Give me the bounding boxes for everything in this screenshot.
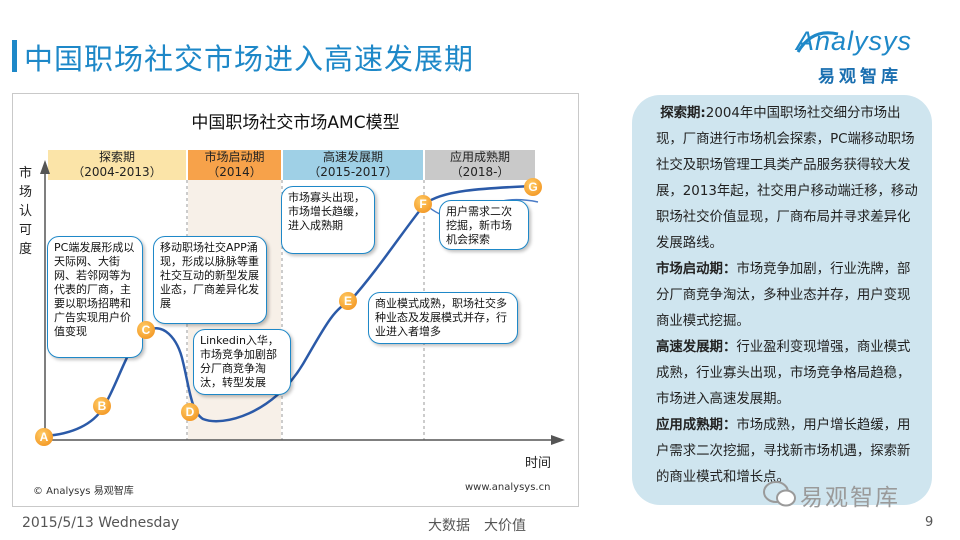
- wechat-watermark: 易观智库: [760, 476, 935, 512]
- footer-date: 2015/5/13 Wednesday: [22, 515, 180, 531]
- marker-b: B: [93, 397, 111, 415]
- y-axis-arrow-icon: [40, 160, 50, 174]
- phase-band-mature: [425, 150, 535, 180]
- wechat-account-name: 易观智库: [800, 485, 900, 511]
- section-label: 高速发展期：: [656, 340, 737, 355]
- x-axis-label: 时间: [525, 456, 552, 471]
- footer-slogan: 大数据 大价值: [428, 518, 526, 534]
- phase-name: 高速发展期: [322, 150, 383, 164]
- page-title: 中国职场社交市场进入高速发展期: [24, 42, 475, 76]
- marker-c: C: [137, 321, 155, 339]
- wechat-icon: [763, 481, 796, 507]
- amc-curve: [44, 184, 534, 438]
- marker-f: F: [414, 195, 432, 213]
- analysys-logo: Analysys 易观智库: [792, 26, 932, 87]
- logo-chinese-name: 易观智库: [818, 67, 902, 87]
- section-label: 市场启动期：: [656, 262, 737, 277]
- website-note: www.analysys.cn: [465, 482, 551, 493]
- phase-description-text: 探索期:2004年中国职场社交细分市场出现，厂商进行市场机会探索，PC端移动职场…: [656, 101, 918, 491]
- callout-explore: PC端发展形成以天际网、大街网、若邻网等为代表的厂商，主要以职场招聘和广告实现用…: [47, 236, 143, 358]
- logo-swoosh-icon: [796, 31, 839, 53]
- section-explore: 探索期:2004年中国职场社交细分市场出现，厂商进行市场机会探索，PC端移动职场…: [656, 101, 918, 257]
- callout-launch: 移动职场社交APP涌现，形成以脉脉等重社交互动的新型发展业态，厂商差异化发展: [153, 236, 267, 324]
- page-number: 9: [925, 515, 934, 530]
- marker-e: E: [339, 292, 357, 310]
- section-launch: 市场启动期：市场竞争加剧，行业洗牌，部分厂商竞争淘汰，多种业态并存，用户变现商业…: [656, 257, 918, 335]
- marker-a: A: [35, 428, 53, 446]
- callout-mature: 用户需求二次挖掘，新市场机会探索: [439, 200, 529, 250]
- phase-band-growth: [283, 150, 423, 180]
- phase-years: （2014）: [207, 165, 262, 179]
- callout-linkedin: Linkedin入华，市场竞争加剧部分厂商竞争淘汰，转型发展: [193, 329, 291, 395]
- x-axis-arrow-icon: [551, 435, 565, 445]
- marker-g: G: [524, 178, 542, 196]
- diagram-title: 中国职场社交市场AMC模型: [191, 113, 400, 133]
- phase-name: 应用成熟期: [449, 150, 510, 164]
- phase-label-growth: 高速发展期 （2015-2017）: [283, 150, 423, 180]
- section-text: 市场竞争加剧，行业洗牌，部分厂商竞争淘汰，多种业态并存，用户变现商业模式挖掘。: [656, 262, 911, 329]
- phase-label-explore: 探索期 （2004-2013）: [48, 150, 186, 180]
- section-text: 行业盈利变现增强，商业模式成熟，行业寡头出现，市场竞争格局趋稳，市场进入高速发展…: [656, 340, 911, 407]
- marker-d: D: [181, 403, 199, 421]
- section-text: 2004年中国职场社交细分市场出现，厂商进行市场机会探索，PC端移动职场社交及职…: [656, 106, 918, 251]
- section-growth: 高速发展期：行业盈利变现增强，商业模式成熟，行业寡头出现，市场竞争格局趋稳，市场…: [656, 335, 918, 413]
- phase-band-explore: [48, 150, 186, 180]
- phase-years: （2004-2013）: [72, 165, 162, 179]
- phase-label-launch: 市场启动期 （2014）: [188, 150, 281, 180]
- phase-description-panel: [632, 95, 932, 505]
- phase-years: （2018-）: [450, 165, 510, 179]
- phase-band-launch: [188, 150, 281, 180]
- section-label: 探索期:: [660, 106, 706, 121]
- section-text: 市场成熟，用户增长趋缓，用户需求二次挖掘，寻找新市场机遇，探索新的商业模式和增长…: [656, 418, 911, 485]
- copyright-note: © Analysys 易观智库: [33, 486, 134, 497]
- amc-model-diagram: 中国职场社交市场AMC模型 探索期 （2004-2013） 市场启动期 （201…: [12, 93, 579, 507]
- section-mature: 应用成熟期：市场成熟，用户增长趋缓，用户需求二次挖掘，寻找新市场机遇，探索新的商…: [656, 413, 918, 491]
- phase-years: （2015-2017）: [308, 165, 398, 179]
- section-label: 应用成熟期：: [656, 418, 737, 433]
- callout-oligopoly: 市场寡头出现，市场增长趋缓，进入成熟期: [281, 186, 375, 254]
- y-axis-label: 市场认可度: [19, 166, 33, 257]
- title-accent-bar: [12, 40, 17, 72]
- logo-word: Analysys: [796, 26, 913, 56]
- phase-name: 探索期: [98, 150, 135, 164]
- phase-name: 市场启动期: [204, 150, 265, 164]
- callout-growth: 商业模式成熟，职场社交多种业态及发展模式并存，行业进入者增多: [368, 292, 518, 344]
- phase-label-mature: 应用成熟期 （2018-）: [425, 150, 535, 180]
